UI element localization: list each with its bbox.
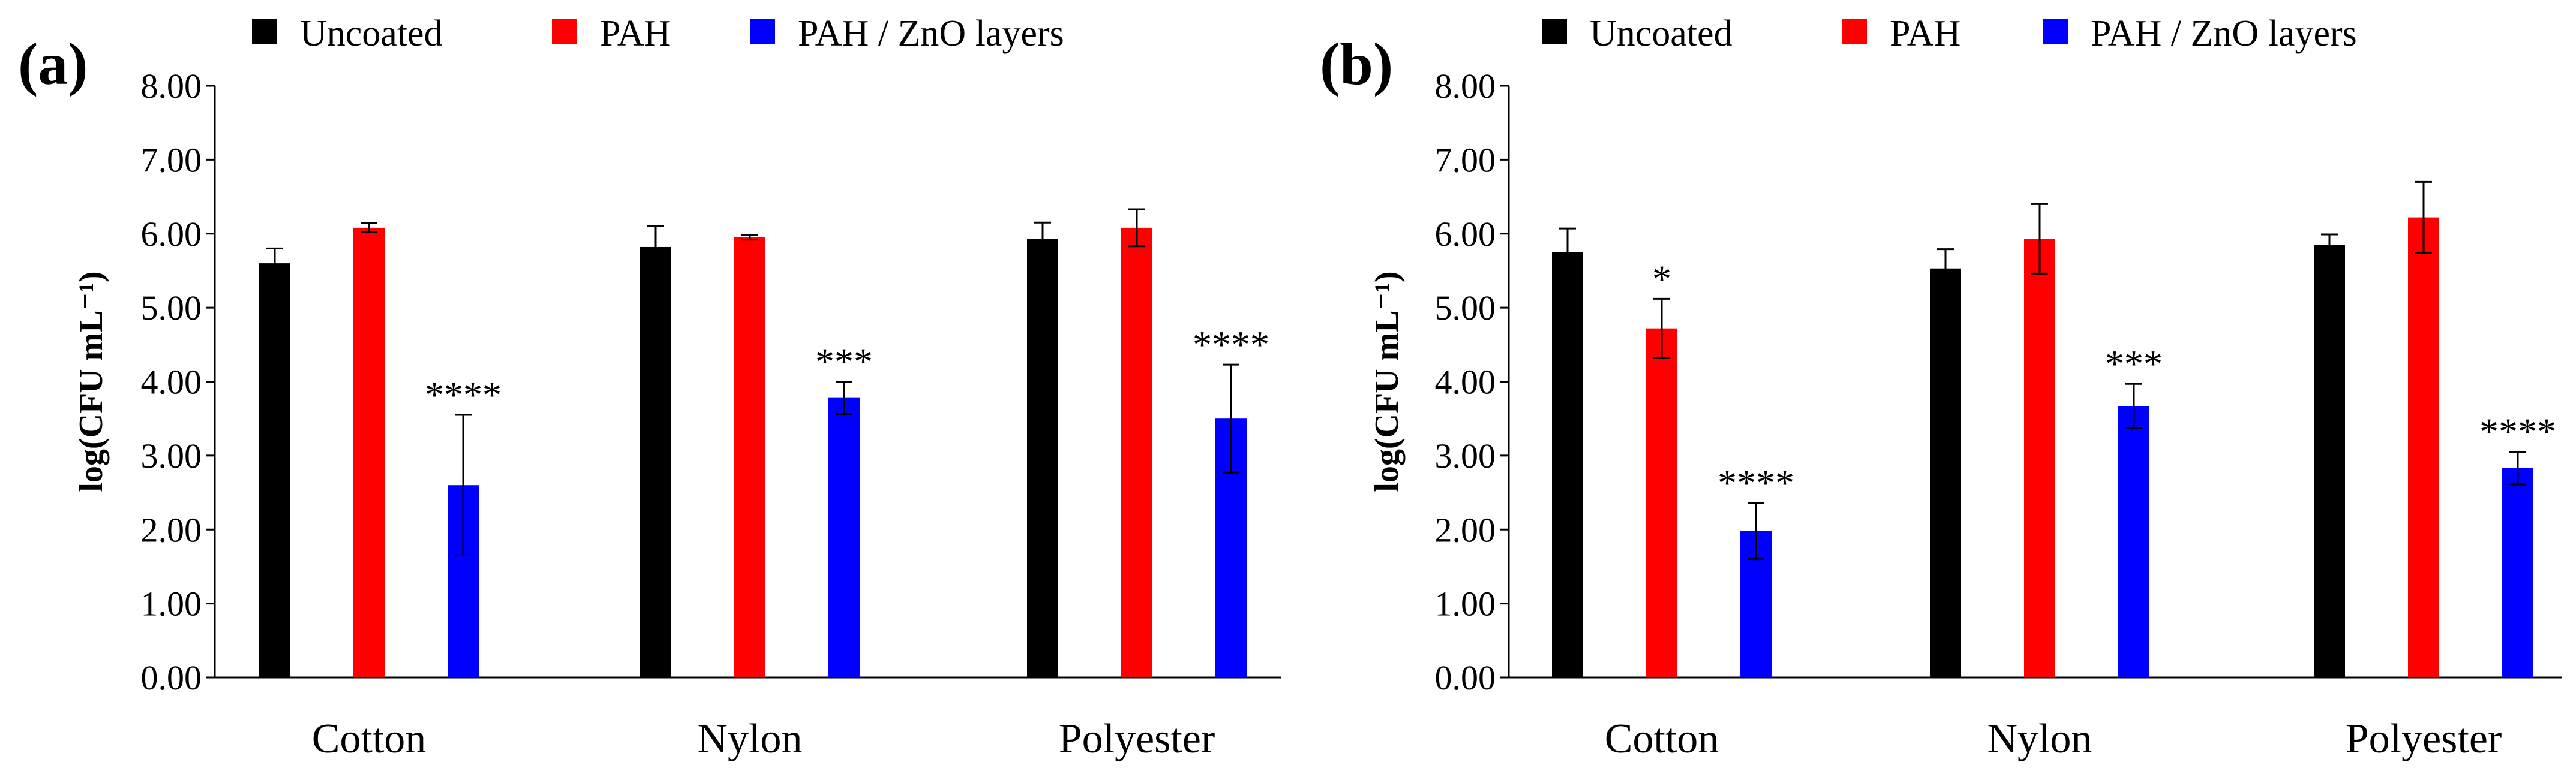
y-tick-label: 4.00	[141, 363, 202, 402]
legend-swatch-1	[1842, 19, 1867, 44]
error-bar	[836, 381, 852, 415]
bar-0-0	[1552, 252, 1583, 677]
error-bar	[266, 247, 283, 279]
bar-0-2	[1027, 239, 1058, 678]
bar-0-0	[259, 263, 290, 678]
error-bar	[647, 225, 664, 269]
legend-swatch-2	[2043, 19, 2068, 44]
category-label: Nylon	[698, 716, 803, 762]
error-bar	[1937, 248, 1954, 289]
category-label: Polyester	[2346, 716, 2502, 762]
error-bar	[1748, 502, 1764, 561]
category-label: Cotton	[312, 716, 427, 762]
significance-marker: ****	[1718, 462, 1794, 504]
y-tick-label: 3.00	[141, 436, 202, 475]
panel-label: (b)	[1320, 31, 1393, 97]
category-label: Nylon	[1987, 716, 2092, 762]
bar-1-0	[1646, 328, 1677, 677]
error-bar	[1223, 363, 1239, 474]
y-tick-label: 7.00	[1435, 140, 1496, 179]
legend-swatch-1	[552, 19, 577, 44]
y-tick-label: 0.00	[1435, 658, 1496, 697]
bar-1-0	[353, 227, 385, 677]
category-label: Cotton	[1605, 716, 1719, 762]
significance-marker: *	[1652, 257, 1671, 300]
chart-panel-b: (b) Uncoated PAH PAH / ZnO layers 0.00 1.00 2.…	[1320, 13, 2562, 762]
error-bar	[455, 414, 472, 556]
y-axis-label: log(CFU mL⁻¹)	[1368, 271, 1406, 492]
bar-0-2	[2314, 245, 2345, 678]
legend-label-1: PAH	[1890, 13, 1960, 54]
error-bar	[1128, 208, 1145, 248]
y-tick-label: 0.00	[141, 658, 202, 697]
y-tick-label: 3.00	[1435, 436, 1496, 475]
y-tick-label: 2.00	[141, 510, 202, 549]
significance-marker: ***	[815, 341, 873, 383]
y-tick-label: 4.00	[1435, 363, 1496, 402]
error-bar	[741, 234, 758, 241]
error-bar	[2321, 233, 2338, 257]
bar-2-2	[2502, 468, 2533, 677]
bar-0-1	[1930, 268, 1961, 678]
y-axis-label: log(CFU mL⁻¹)	[73, 271, 110, 492]
bar-0-1	[640, 246, 671, 677]
legend-swatch-0	[252, 19, 277, 44]
bar-1-1	[2024, 239, 2055, 678]
significance-marker: ****	[425, 374, 502, 416]
bar-1-2	[2408, 217, 2439, 677]
bar-2-1	[828, 397, 860, 677]
legend-label-0: Uncoated	[300, 13, 443, 54]
error-bar	[2415, 180, 2432, 254]
y-tick-label: 1.00	[1435, 585, 1496, 624]
error-bar	[1653, 297, 1670, 359]
bar-1-1	[734, 237, 765, 677]
y-tick-label: 6.00	[141, 215, 202, 254]
bar-1-2	[1121, 227, 1152, 677]
y-tick-label: 8.00	[141, 67, 202, 106]
error-bar	[1034, 221, 1051, 257]
significance-marker: ****	[1193, 323, 1269, 366]
y-tick-label: 1.00	[141, 585, 202, 624]
legend-swatch-2	[750, 19, 775, 44]
panel-label: (a)	[18, 31, 88, 97]
error-bar	[2031, 203, 2048, 275]
y-tick-label: 6.00	[1435, 215, 1496, 254]
significance-marker: ***	[2105, 342, 2163, 385]
category-label: Polyester	[1059, 716, 1215, 762]
legend-label-1: PAH	[600, 13, 671, 54]
legend-label-0: Uncoated	[1590, 13, 1733, 54]
significance-marker: ****	[2479, 411, 2556, 453]
y-tick-label: 5.00	[1435, 288, 1496, 327]
legend-label-2: PAH / ZnO layers	[2091, 13, 2357, 54]
y-tick-label: 7.00	[141, 140, 202, 179]
chart-panel-a: (a) Uncoated PAH PAH / ZnO layers 0.00 1.00 2.…	[18, 13, 1281, 762]
legend-label-2: PAH / ZnO layers	[798, 13, 1064, 54]
error-bar	[361, 222, 377, 233]
legend-swatch-0	[1542, 19, 1567, 44]
error-bar	[2125, 383, 2142, 429]
y-tick-label: 8.00	[1435, 67, 1496, 106]
bar-2-1	[2118, 406, 2149, 677]
error-bar	[1559, 227, 1576, 277]
error-bar	[2509, 451, 2526, 486]
y-tick-label: 2.00	[1435, 510, 1496, 549]
y-tick-label: 5.00	[141, 288, 202, 327]
